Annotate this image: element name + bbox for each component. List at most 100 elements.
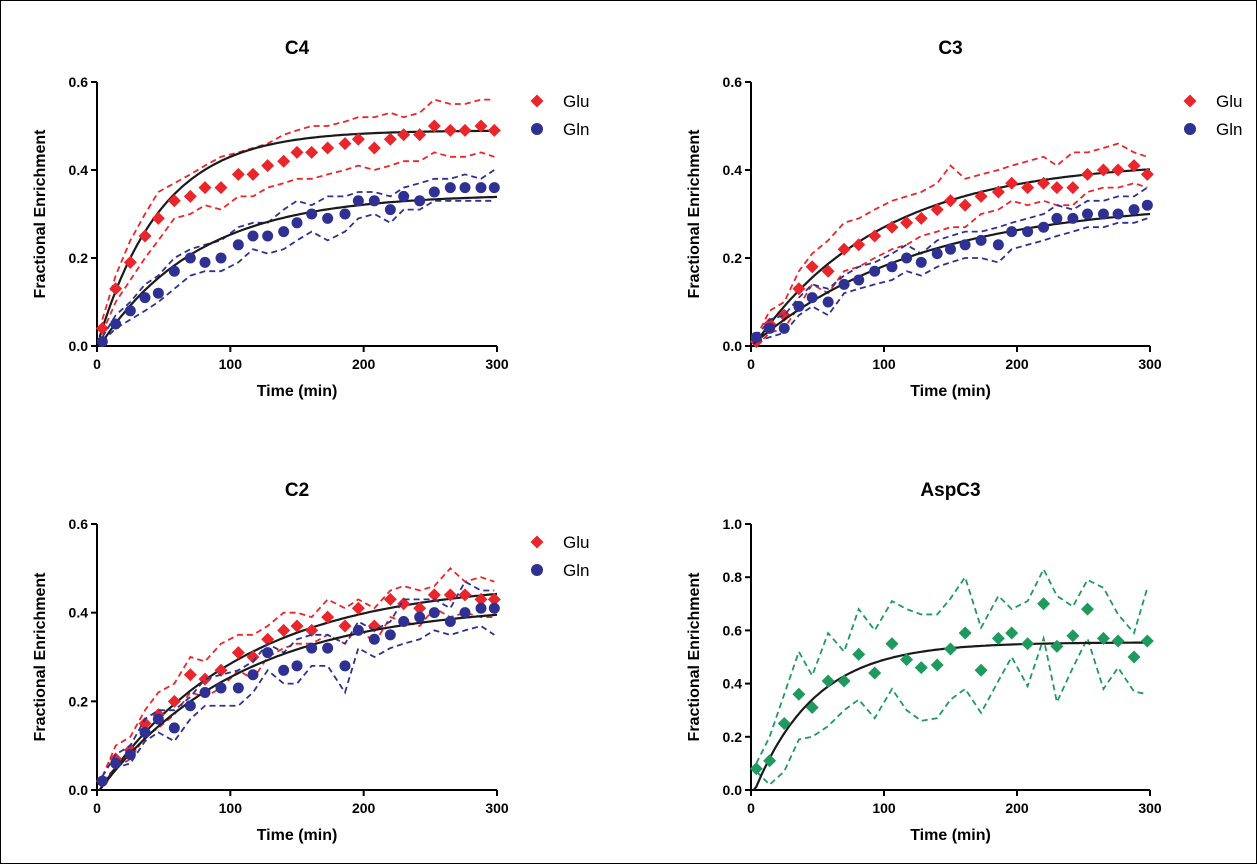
data-point-diamond [944,194,957,208]
chart-panel-c2: C2 0.0 0.2 0.4 0.6 0 100 200 300 Time (min) Fracti… [32,480,589,844]
x-tick-label: 100 [872,356,896,372]
data-point-circle [339,208,351,220]
legend-marker-circle [531,123,543,135]
legend-label: Gln [563,120,589,139]
chart-title: C2 [285,480,309,501]
data-point-diamond [183,189,197,203]
data-point-diamond [885,220,899,234]
data-point-diamond [413,128,427,142]
data-point-diamond [914,211,928,225]
data-point-diamond [109,282,123,296]
data-point-circle [110,757,122,769]
x-axis-label: Time (min) [257,383,338,400]
y-tick-label: 0.4 [723,676,743,692]
data-point-diamond [321,141,335,155]
data-point-circle [806,292,818,304]
y-tick-label: 0.0 [723,782,743,798]
data-point-diamond [351,132,365,146]
data-point-circle [168,265,180,277]
data-point-diamond [821,264,835,278]
confidence-band-lower [101,624,495,787]
x-tick-label: 100 [219,800,243,816]
x-tick-label: 200 [352,800,376,816]
data-point-diamond [351,601,365,615]
data-point-diamond [261,632,275,646]
data-point-diamond [138,229,152,243]
y-tick-label: 0.6 [69,74,89,90]
data-point-diamond [1127,159,1141,173]
data-point-circle [1141,199,1153,211]
y-axis-label: Fractional Enrichment [32,572,49,742]
data-point-diamond [805,260,819,274]
data-point-diamond [930,658,944,672]
series-gln [96,169,500,348]
data-point-circle [168,722,180,734]
data-point-circle [1128,204,1140,216]
y-tick-label: 0.2 [69,250,89,266]
x-tick-label: 300 [1138,356,1162,372]
chart-panel-aspc3: AspC3 0.0 0.2 0.4 0.6 0.8 1.0 0 100 200 300 Time (m… [686,480,1162,844]
data-point-diamond [458,123,472,137]
x-axis-label: Time (min) [910,827,991,844]
data-point-circle [278,664,290,676]
data-point-circle [398,190,410,202]
data-point-circle [475,182,487,194]
data-point-circle [339,660,351,672]
data-point-diamond [914,661,928,675]
data-point-diamond [974,663,988,677]
data-point-diamond [487,592,501,606]
data-point-circle [199,256,211,268]
data-point-circle [152,287,164,299]
data-point-circle [853,274,865,286]
data-point-diamond [487,123,501,137]
x-tick-label: 0 [93,356,101,372]
y-tick-label: 0.4 [723,162,743,178]
data-point-circle [414,195,426,207]
y-tick-label: 0.6 [69,516,89,532]
data-point-circle [886,261,898,273]
y-tick-label: 1.0 [723,516,743,532]
x-tick-label: 200 [1005,356,1029,372]
data-point-circle [139,726,151,738]
series-gln [96,580,500,791]
data-point-circle [306,642,318,654]
data-point-circle [945,243,956,255]
x-tick-label: 300 [1138,800,1162,816]
data-point-diamond [123,255,137,269]
data-point-diamond [837,242,851,256]
data-point-circle [915,256,927,268]
data-point-circle [414,611,426,623]
x-tick-label: 200 [1005,800,1029,816]
data-point-diamond [474,592,488,606]
chart-title: C4 [285,38,310,59]
data-point-circle [1022,226,1034,238]
data-point-diamond [290,145,304,159]
data-point-circle [444,182,456,194]
data-point-diamond [231,167,245,181]
data-point-circle [184,252,196,264]
data-point-circle [822,296,834,308]
data-point-circle [764,322,776,334]
confidence-band-upper [101,169,495,338]
data-point-circle [215,252,227,264]
data-point-diamond [290,619,304,633]
y-axis-label: Fractional Enrichment [686,129,703,299]
data-point-diamond [1140,634,1154,648]
legend-label: Glu [563,533,589,552]
data-point-diamond [944,642,957,656]
data-point-diamond [1111,163,1125,177]
legend-marker-circle [531,564,543,576]
data-point-diamond [383,592,397,606]
x-tick-label: 300 [485,800,509,816]
data-point-diamond [900,653,914,667]
data-point-circle [124,305,136,317]
data-point-diamond [183,668,197,682]
data-point-circle [793,300,805,312]
data-point-circle [232,682,244,694]
data-point-diamond [868,229,882,243]
data-point-circle [291,217,303,229]
data-point-diamond [277,154,291,168]
x-tick-label: 100 [872,800,896,816]
fit-curve [98,195,498,347]
